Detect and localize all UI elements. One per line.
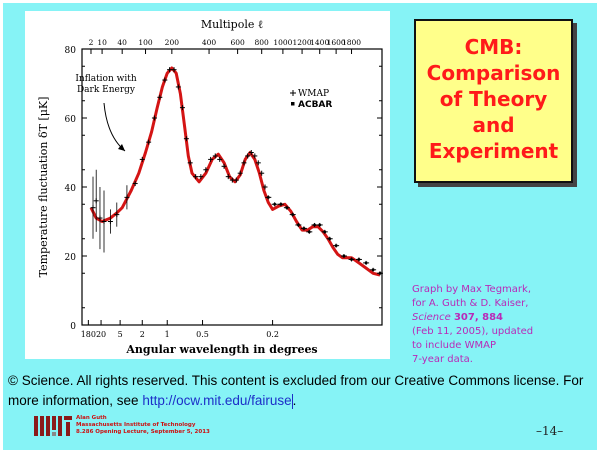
y-axis-label: Temperature fluctuation δT [μK] <box>37 97 50 278</box>
copyright-text: © Science. All rights reserved. This con… <box>8 373 584 408</box>
annotation-arrowhead <box>118 144 125 151</box>
acbar-marker <box>279 203 283 206</box>
credit-line: for A. Guth & D. Kaiser, <box>412 298 529 309</box>
bottom-tick-label: 180 <box>81 330 96 339</box>
top-tick-label: 200 <box>165 38 180 47</box>
bottom-tick-label: 0.2 <box>266 330 279 339</box>
acbar-marker <box>297 223 300 227</box>
footer-name: Alan Guth <box>76 415 107 421</box>
credit-volume: 307 <box>453 312 475 323</box>
legend-label-wmap: WMAP <box>298 89 329 99</box>
acbar-marker <box>318 223 321 227</box>
bottom-tick-label: 20 <box>96 330 106 339</box>
acbar-marker <box>350 258 353 261</box>
bottom-tick-label: 5 <box>118 330 123 339</box>
credit-line: (Feb 11, 2005), updated <box>412 326 534 337</box>
acbar-marker <box>364 261 368 265</box>
acbar-marker <box>291 213 294 216</box>
acbar-marker <box>328 237 331 240</box>
credit-line: Graph by Max Tegmark, <box>412 284 532 295</box>
acbar-marker <box>357 258 361 261</box>
y-tick-label: 20 <box>65 253 77 263</box>
fairuse-link[interactable]: http://ocw.mit.edu/fairuse <box>142 393 292 408</box>
top-tick-label: 1200 <box>293 38 312 47</box>
bottom-tick-label: 0.5 <box>196 330 209 339</box>
acbar-marker <box>378 272 382 275</box>
x-axis-label: Angular wavelength in degrees <box>125 343 317 356</box>
y-tick-label: 0 <box>70 322 76 332</box>
y-tick-label: 60 <box>65 115 77 125</box>
top-tick-label: 1600 <box>327 38 346 47</box>
copyright-end: . <box>292 393 297 408</box>
footer: Alan Guth Massachusetts Institute of Tec… <box>76 415 210 436</box>
credit-journal: Science <box>412 312 451 323</box>
top-tick-label: 1400 <box>310 38 329 47</box>
y-tick-label: 80 <box>65 46 77 56</box>
title-line: CMB: <box>464 35 523 59</box>
acbar-marker <box>273 203 276 206</box>
copyright-notice: © Science. All rights reserved. This con… <box>8 371 588 411</box>
title-line: Comparison <box>426 61 561 85</box>
chart-title: Multipole ℓ <box>201 18 263 31</box>
acbar-marker <box>267 196 270 199</box>
legend-label-acbar: ACBAR <box>298 100 332 110</box>
mit-logo-icon <box>34 416 72 436</box>
credit-page: 884 <box>482 312 503 323</box>
theory-curve <box>89 66 381 277</box>
graph-credit: Graph by Max Tegmark, for A. Guth & D. K… <box>412 283 592 367</box>
acbar-marker <box>323 230 326 234</box>
top-tick-label: 400 <box>202 38 217 47</box>
top-tick-label: 600 <box>230 38 245 47</box>
credit-line: to include WMAP <box>412 340 497 351</box>
bottom-tick-label: 2 <box>140 330 145 339</box>
title-line: Experiment <box>428 139 559 163</box>
page-number: –14– <box>536 424 564 438</box>
annotation-line: Dark Energy <box>77 85 136 95</box>
bottom-tick-label: 1 <box>165 330 170 339</box>
credit-citation: Science 307, 884 <box>412 312 503 323</box>
acbar-marker <box>308 230 311 234</box>
chart-panel: 0 20 40 60 80 2 10 40 100 200 400 600 800 1000 1200 140… <box>25 11 390 359</box>
top-tick-label: 10 <box>97 38 107 47</box>
top-tick-label: 100 <box>138 38 153 47</box>
annotation-line: Inflation with <box>75 74 136 84</box>
acbar-marker <box>313 223 316 227</box>
acbar-marker <box>302 227 306 230</box>
title-line: and <box>472 113 515 137</box>
top-tick-label: 1800 <box>342 38 361 47</box>
annotation-arrow <box>103 102 126 152</box>
text-cursor <box>291 393 293 409</box>
title-box: CMB: Comparison of Theory and Experiment <box>414 19 573 183</box>
acbar-marker <box>342 254 346 258</box>
legend-marker-acbar <box>291 102 295 106</box>
footer-institution: Massachusetts Institute of Technology <box>76 422 196 428</box>
acbar-marker <box>285 206 289 209</box>
acbar-marker <box>334 244 338 247</box>
credit-line: 7-year data. <box>412 354 473 365</box>
top-tick-label: 2 <box>89 38 94 47</box>
top-tick-label: 1000 <box>273 38 292 47</box>
footer-course: 8.286 Opening Lecture, September 5, 2013 <box>76 429 210 435</box>
acbar-marker <box>371 268 375 271</box>
top-tick-label: 800 <box>255 38 270 47</box>
title-line: of Theory <box>439 87 548 111</box>
y-tick-label: 40 <box>65 184 77 194</box>
top-tick-label: 40 <box>117 38 127 47</box>
